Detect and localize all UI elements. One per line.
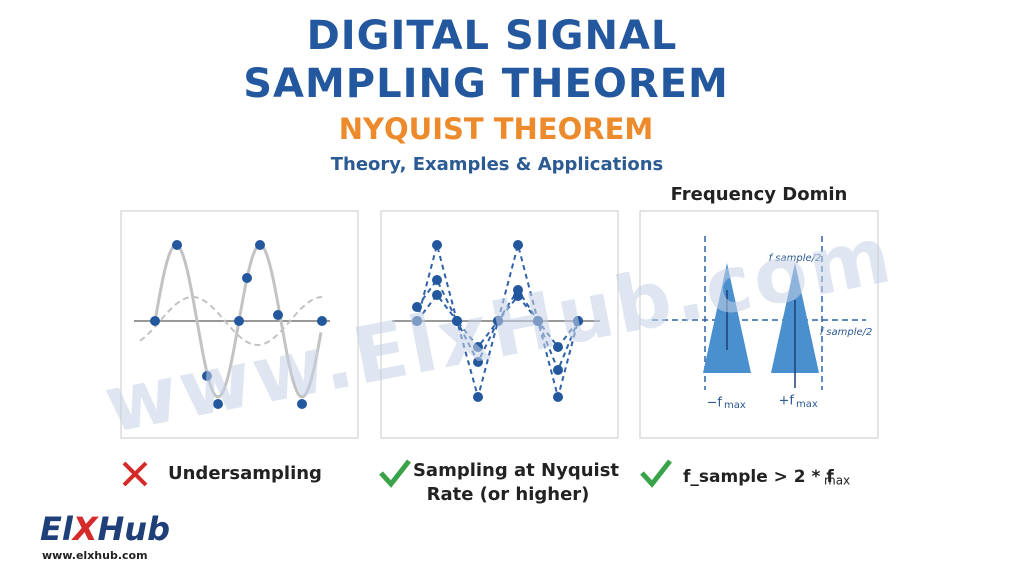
logo-part: X bbox=[71, 510, 99, 548]
sample-dot bbox=[513, 240, 523, 250]
sample-dot bbox=[297, 399, 307, 409]
caption: Rate (or higher) bbox=[427, 484, 590, 505]
caption: f_sample > 2 * f bbox=[683, 467, 834, 487]
caption: Undersampling bbox=[168, 463, 322, 484]
sample-dot bbox=[452, 316, 462, 326]
title-line: DIGITAL SIGNAL bbox=[307, 13, 678, 59]
sample-dot bbox=[242, 273, 252, 283]
alias bbox=[139, 295, 323, 347]
sample-dot bbox=[213, 399, 223, 409]
title-line: SAMPLING THEOREM bbox=[243, 61, 729, 107]
axis-label: f sample/2 bbox=[769, 253, 822, 264]
sample-dot bbox=[412, 302, 422, 312]
tagline: Theory, Examples & Applications bbox=[331, 154, 664, 175]
cross-icon bbox=[122, 461, 148, 487]
check-icon bbox=[379, 459, 411, 488]
peak-label-sub: max bbox=[796, 399, 818, 410]
sample-dot bbox=[273, 310, 283, 320]
peak-label-sub: max bbox=[724, 400, 746, 411]
sample-dot bbox=[317, 316, 327, 326]
sample-dot bbox=[553, 342, 563, 352]
sample-dot bbox=[533, 316, 543, 326]
sample-dot bbox=[202, 371, 212, 381]
signal bbox=[153, 243, 323, 399]
check-icon bbox=[640, 459, 672, 488]
sample-dot bbox=[432, 275, 442, 285]
sample-dot bbox=[493, 316, 503, 326]
caption: Sampling at Nyquist bbox=[413, 460, 619, 481]
sample-dot bbox=[172, 240, 182, 250]
panel bbox=[639, 210, 879, 439]
logo-part: El bbox=[40, 510, 74, 548]
dashed-signal bbox=[416, 241, 579, 401]
caption-sub: max bbox=[824, 474, 850, 488]
sample-dot bbox=[573, 316, 583, 326]
sample-dot bbox=[234, 316, 244, 326]
logo: ElXHub bbox=[40, 510, 170, 548]
sample-dot bbox=[513, 291, 523, 301]
logo-part: Hub bbox=[98, 510, 170, 548]
sample-dot bbox=[432, 240, 442, 250]
sample-dot bbox=[255, 240, 265, 250]
peak-label: −f bbox=[707, 396, 723, 411]
logo-url: www.elxhub.com bbox=[42, 549, 148, 562]
axis-label: f sample/2 bbox=[820, 327, 873, 338]
sample-dot bbox=[553, 392, 563, 402]
diagram-art bbox=[134, 236, 866, 409]
sample-dot bbox=[473, 357, 483, 367]
subtitle: NYQUIST THEOREM bbox=[339, 112, 654, 146]
sample-dot bbox=[473, 392, 483, 402]
sample-dot bbox=[473, 342, 483, 352]
sample-dot bbox=[150, 316, 160, 326]
sample-dot bbox=[553, 365, 563, 375]
sample-dot bbox=[412, 316, 422, 326]
peak-label: +f bbox=[779, 394, 795, 409]
panel-title: Frequency Domin bbox=[671, 184, 848, 205]
sample-dot bbox=[432, 290, 442, 300]
